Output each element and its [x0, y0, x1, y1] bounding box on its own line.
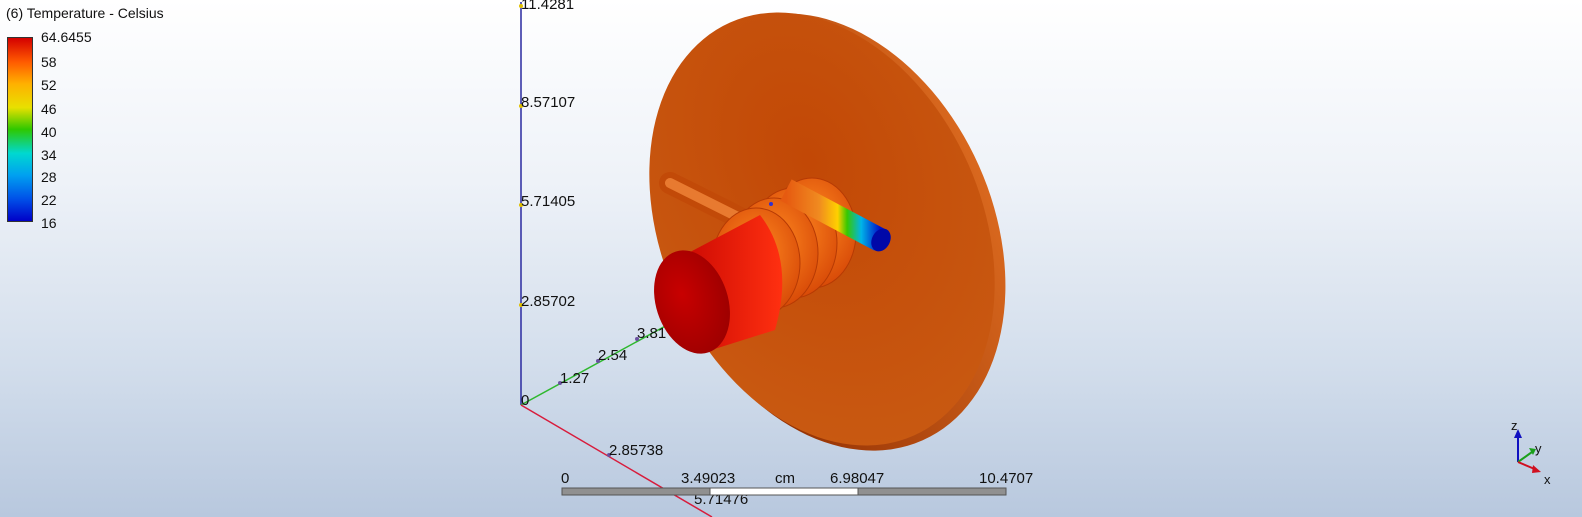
z-tick-mark	[519, 203, 523, 207]
legend-color-bar	[7, 37, 33, 222]
z-tick-label-4: 11.4281	[521, 0, 574, 13]
scale-tick-1: 3.49023	[681, 470, 735, 487]
z-tick-mark	[519, 104, 523, 108]
triad-x-arrow	[1532, 465, 1541, 473]
scale-bar-segment	[857, 487, 1007, 496]
z-tick-label-0: 0	[521, 392, 529, 409]
triad-z-arrow	[1514, 429, 1522, 438]
scale-bar-segment	[561, 487, 711, 496]
x-tick-label-0: 2.85738	[609, 442, 663, 459]
legend-tick: 34	[41, 147, 57, 163]
z-tick-label-2: 5.71405	[521, 193, 575, 210]
y-tick-mark	[596, 359, 600, 363]
z-tick-mark	[519, 303, 523, 307]
legend-tick: 58	[41, 54, 57, 70]
legend-tick: 28	[41, 169, 57, 185]
scale-bar-segment	[709, 487, 859, 496]
model[interactable]	[584, 0, 1072, 507]
legend-title: (6) Temperature - Celsius	[6, 5, 164, 21]
triad-y-axis	[1517, 451, 1533, 463]
legend-tick: 52	[41, 77, 57, 93]
legend-tick: 40	[41, 124, 57, 140]
z-tick-label-3: 8.57107	[521, 94, 575, 111]
z-tick-mark	[519, 4, 523, 8]
legend-tick: 64.6455	[41, 29, 92, 45]
y-tick-mark	[635, 337, 639, 341]
scale-tick-3: 10.4707	[979, 470, 1033, 487]
scale-bar: 0 3.49023 cm 6.98047 10.4707	[561, 470, 1033, 496]
y-tick-label-1: 2.54	[598, 347, 627, 364]
cylinder-top[interactable]	[641, 240, 742, 363]
y-tick-label-0: 1.27	[560, 370, 589, 387]
orientation-triad: z y x	[1511, 418, 1551, 487]
legend-tick: 46	[41, 101, 57, 117]
scale-tick-2: 6.98047	[830, 470, 884, 487]
center-marker	[769, 202, 773, 206]
triad-y-label: y	[1535, 441, 1542, 456]
outlet-pipe-end	[871, 228, 891, 252]
z-tick-label-1: 2.85702	[521, 293, 575, 310]
triad-z-label: z	[1511, 418, 1518, 433]
legend-tick: 22	[41, 192, 57, 208]
outlet-pipe	[780, 179, 886, 251]
y-tick-mark	[558, 381, 562, 385]
triad-x-label: x	[1544, 472, 1551, 487]
legend-tick: 16	[41, 215, 57, 231]
scale-unit: cm	[775, 470, 795, 487]
y-axis	[520, 317, 681, 406]
triad-y-arrow	[1529, 448, 1536, 455]
x-tick-mark	[607, 453, 611, 457]
scale-tick-0: 0	[561, 470, 569, 487]
x-axis	[520, 404, 713, 517]
y-tick-label-2: 3.81	[637, 325, 666, 342]
